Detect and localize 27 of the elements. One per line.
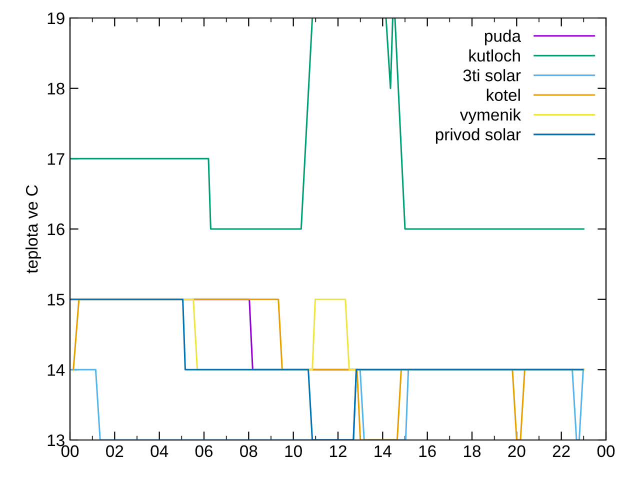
x-tick-label: 12	[330, 445, 346, 457]
x-tick-label: 06	[195, 445, 213, 458]
x-tick-label: 02	[106, 445, 124, 458]
y-tick-label: 16	[48, 223, 64, 236]
x-tick-label: 18	[464, 445, 481, 458]
legend-label: kotel	[486, 88, 520, 102]
y-axis-title: teplota ve C	[26, 185, 42, 274]
x-tick-label: 08	[240, 445, 258, 458]
y-tick-label: 15	[48, 294, 64, 306]
x-tick-label: 16	[419, 445, 436, 458]
x-tick-label: 20	[508, 445, 526, 458]
y-tick-label: 13	[48, 434, 64, 446]
legend-label: vymenik	[460, 108, 522, 124]
y-tick-label: 14	[48, 364, 65, 376]
legend-label: privod solar	[436, 128, 521, 144]
y-tick-label: 18	[48, 82, 64, 95]
legend-label: 3ti solar	[463, 69, 521, 82]
x-tick-label: 00	[61, 445, 79, 458]
legend-label: kutloch	[469, 49, 520, 62]
y-tick-label: 17	[48, 153, 64, 165]
y-tick-label: 19	[48, 12, 64, 24]
x-tick-label: 22	[552, 445, 570, 457]
x-tick-label: 00	[597, 445, 615, 458]
x-tick-label: 14	[374, 445, 392, 457]
legend-label: puda	[485, 30, 522, 46]
x-tick-label: 10	[285, 445, 302, 458]
x-tick-label: 04	[150, 445, 168, 458]
